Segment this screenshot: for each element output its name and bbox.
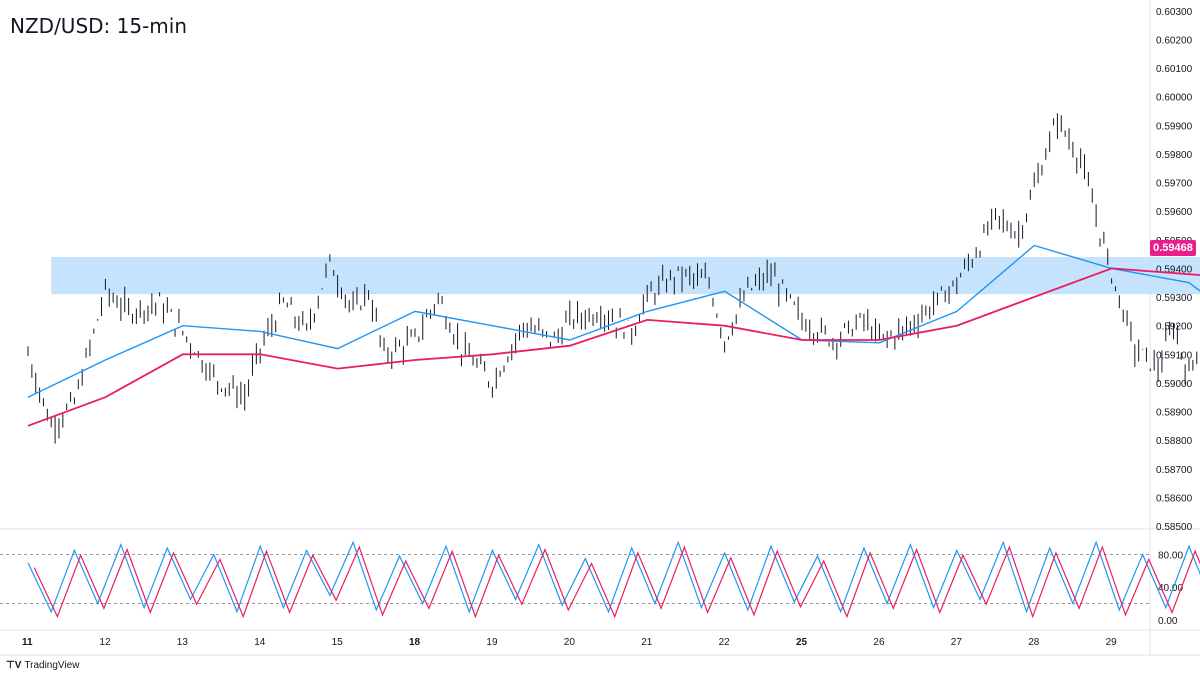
chart-title: NZD/USD: 15-min [10,14,188,38]
price-tick-label: 0.59700 [1156,179,1193,190]
price-tick-label: 0.58900 [1156,408,1193,419]
price-tick-label: 0.59400 [1156,264,1193,275]
time-tick-label: 14 [254,637,266,648]
price-tick-label: 0.59300 [1156,293,1193,304]
price-tick-label: 0.59000 [1156,379,1193,390]
price-tick-label: 0.59200 [1156,322,1193,333]
tradingview-brand: ⊤V TradingView [6,660,79,671]
price-tick-label: 0.59800 [1156,150,1193,161]
time-tick-label: 11 [22,637,33,648]
stoch-tick-label: 80.00 [1158,551,1183,562]
price-tick-label: 0.60300 [1156,7,1193,18]
stoch-k-line [27,540,1200,614]
price-tick-label: 0.60100 [1156,64,1193,75]
time-tick-label: 18 [409,637,421,648]
price-tick-label: 0.58500 [1156,522,1193,533]
stoch-tick-label: 0.00 [1158,616,1178,627]
sma-slow-line [27,267,1200,427]
price-tick-label: 0.59900 [1156,121,1193,132]
time-tick-label: 26 [873,637,885,648]
price-tick-label: 0.58800 [1156,436,1193,447]
time-tick-label: 22 [719,637,731,648]
price-tick-label: 0.58600 [1156,493,1193,504]
time-tick-label: 13 [177,637,189,648]
price-candles [27,113,1198,444]
resistance-zone [51,256,1200,295]
price-tick-label: 0.58700 [1156,465,1193,476]
time-tick-label: 20 [564,637,576,648]
time-tick-label: 25 [796,637,808,648]
time-tick-label: 27 [951,637,963,648]
sma-fast-line [27,244,1200,398]
tradingview-logo-icon: ⊤V [6,660,22,671]
time-tick-label: 21 [641,637,653,648]
price-tick-label: 0.60200 [1156,35,1193,46]
time-tick-label: 15 [332,637,344,648]
time-tick-label: 28 [1028,637,1040,648]
price-tick-label: 0.59600 [1156,207,1193,218]
time-tick-label: 29 [1106,637,1118,648]
price-tick-label: 0.60000 [1156,93,1193,104]
stoch-tick-label: 40.00 [1158,583,1183,594]
last-price-badge: 0.59468 [1150,240,1196,256]
price-tick-label: 0.59100 [1156,350,1193,361]
stoch-d-line [33,545,1200,619]
time-tick-label: 19 [486,637,498,648]
time-tick-label: 12 [99,637,111,648]
brand-label: TradingView [24,660,80,671]
